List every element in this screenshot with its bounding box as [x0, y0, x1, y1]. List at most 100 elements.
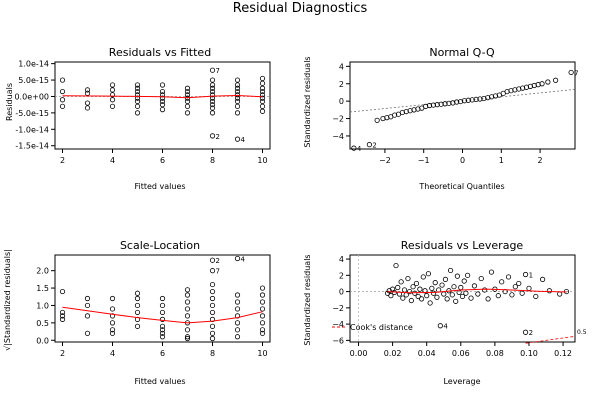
data-point [184, 103, 191, 109]
data-point [259, 313, 266, 319]
x-tick-label: 0.12 [554, 349, 572, 358]
data-point [209, 98, 216, 104]
data-point [482, 287, 488, 293]
y-tick-label: 0.0e+00 [14, 92, 49, 101]
data-point [234, 77, 241, 83]
x-axis-label: Fitted values [134, 377, 185, 386]
data-point [234, 110, 241, 116]
data-point [437, 323, 443, 329]
data-point [159, 98, 166, 104]
data-point [209, 102, 216, 108]
data-point [209, 67, 216, 73]
data-point [546, 288, 553, 294]
data-point [427, 300, 433, 306]
point-label: 4 [241, 136, 246, 144]
data-point [405, 275, 411, 282]
data-point [434, 294, 440, 300]
data-point [509, 292, 515, 298]
data-point [398, 279, 404, 285]
point-label: 7 [216, 67, 220, 75]
data-point [209, 105, 216, 111]
x-axis-label: Fitted values [134, 182, 185, 191]
data-point [459, 293, 466, 300]
y-tick-label: 4 [339, 255, 344, 264]
y-tick-label: 0.5 [36, 319, 49, 328]
data-point [259, 299, 266, 305]
data-point [485, 296, 491, 302]
x-tick-label: −2 [379, 156, 391, 165]
data-point [134, 95, 141, 101]
data-point [159, 330, 166, 336]
data-point [234, 92, 241, 98]
data-point [84, 90, 91, 96]
data-point [477, 96, 483, 102]
data-point [134, 309, 141, 316]
data-point [234, 103, 241, 109]
x-tick-label: 4 [110, 349, 115, 358]
data-point [478, 275, 484, 282]
data-point [259, 85, 266, 91]
x-tick-label: 6 [160, 156, 165, 165]
x-tick-label: −1 [418, 156, 430, 165]
data-point [134, 82, 141, 88]
cooks-distance-label: 0.5 [577, 329, 587, 336]
data-point [388, 293, 394, 299]
point-label: 1 [529, 272, 533, 280]
data-point [184, 287, 191, 293]
y-tick-label: 0 [339, 288, 344, 297]
y-tick-label: 5.0e-15 [18, 76, 49, 85]
data-point [209, 309, 216, 316]
data-point [184, 88, 191, 95]
x-tick-label: 1 [499, 156, 504, 165]
data-point [209, 335, 216, 342]
x-axis-label: Leverage [443, 377, 480, 386]
x-tick-label: 0 [460, 156, 465, 165]
point-label: 4 [443, 323, 448, 331]
data-point [209, 85, 216, 91]
data-point [454, 273, 460, 279]
data-point [444, 296, 450, 302]
data-point [461, 278, 467, 284]
data-point [59, 316, 66, 322]
data-point [408, 297, 414, 304]
data-point [209, 295, 216, 302]
data-point [84, 302, 91, 309]
data-point [234, 136, 241, 142]
data-point [407, 288, 413, 295]
data-point [209, 257, 216, 263]
data-point [109, 295, 116, 302]
y-tick-label: 4 [339, 62, 344, 71]
data-point [184, 313, 191, 319]
data-point [84, 105, 91, 111]
point-label: 2 [216, 257, 220, 265]
data-point [499, 279, 505, 285]
data-point [469, 97, 475, 103]
data-point [209, 110, 216, 116]
data-point [59, 77, 66, 83]
data-point [84, 330, 91, 336]
panel-title: Residuals vs Fitted [109, 46, 211, 59]
x-tick-label: 0.04 [418, 349, 436, 358]
data-point [425, 271, 432, 277]
data-point [209, 288, 216, 295]
data-point [420, 274, 426, 280]
data-point [259, 98, 266, 104]
y-axis-label: Residuals [5, 83, 14, 121]
data-point [259, 103, 266, 109]
data-point [234, 82, 241, 88]
data-point [351, 145, 357, 151]
data-point [439, 282, 445, 288]
cooks-legend-text: Cook's distance [350, 323, 413, 332]
y-tick-label: -5.0e-15 [15, 109, 49, 118]
data-point [522, 271, 529, 278]
y-tick-label: 0 [339, 97, 344, 106]
data-point [209, 323, 216, 329]
data-point [134, 290, 141, 296]
data-point [418, 296, 425, 302]
data-point [84, 100, 91, 106]
data-point [259, 306, 266, 312]
data-point [109, 330, 116, 336]
x-tick-label: 2 [538, 156, 543, 165]
residuals-vs-leverage-panel: Residuals vs Leverage Leverage Standardi… [303, 239, 587, 386]
